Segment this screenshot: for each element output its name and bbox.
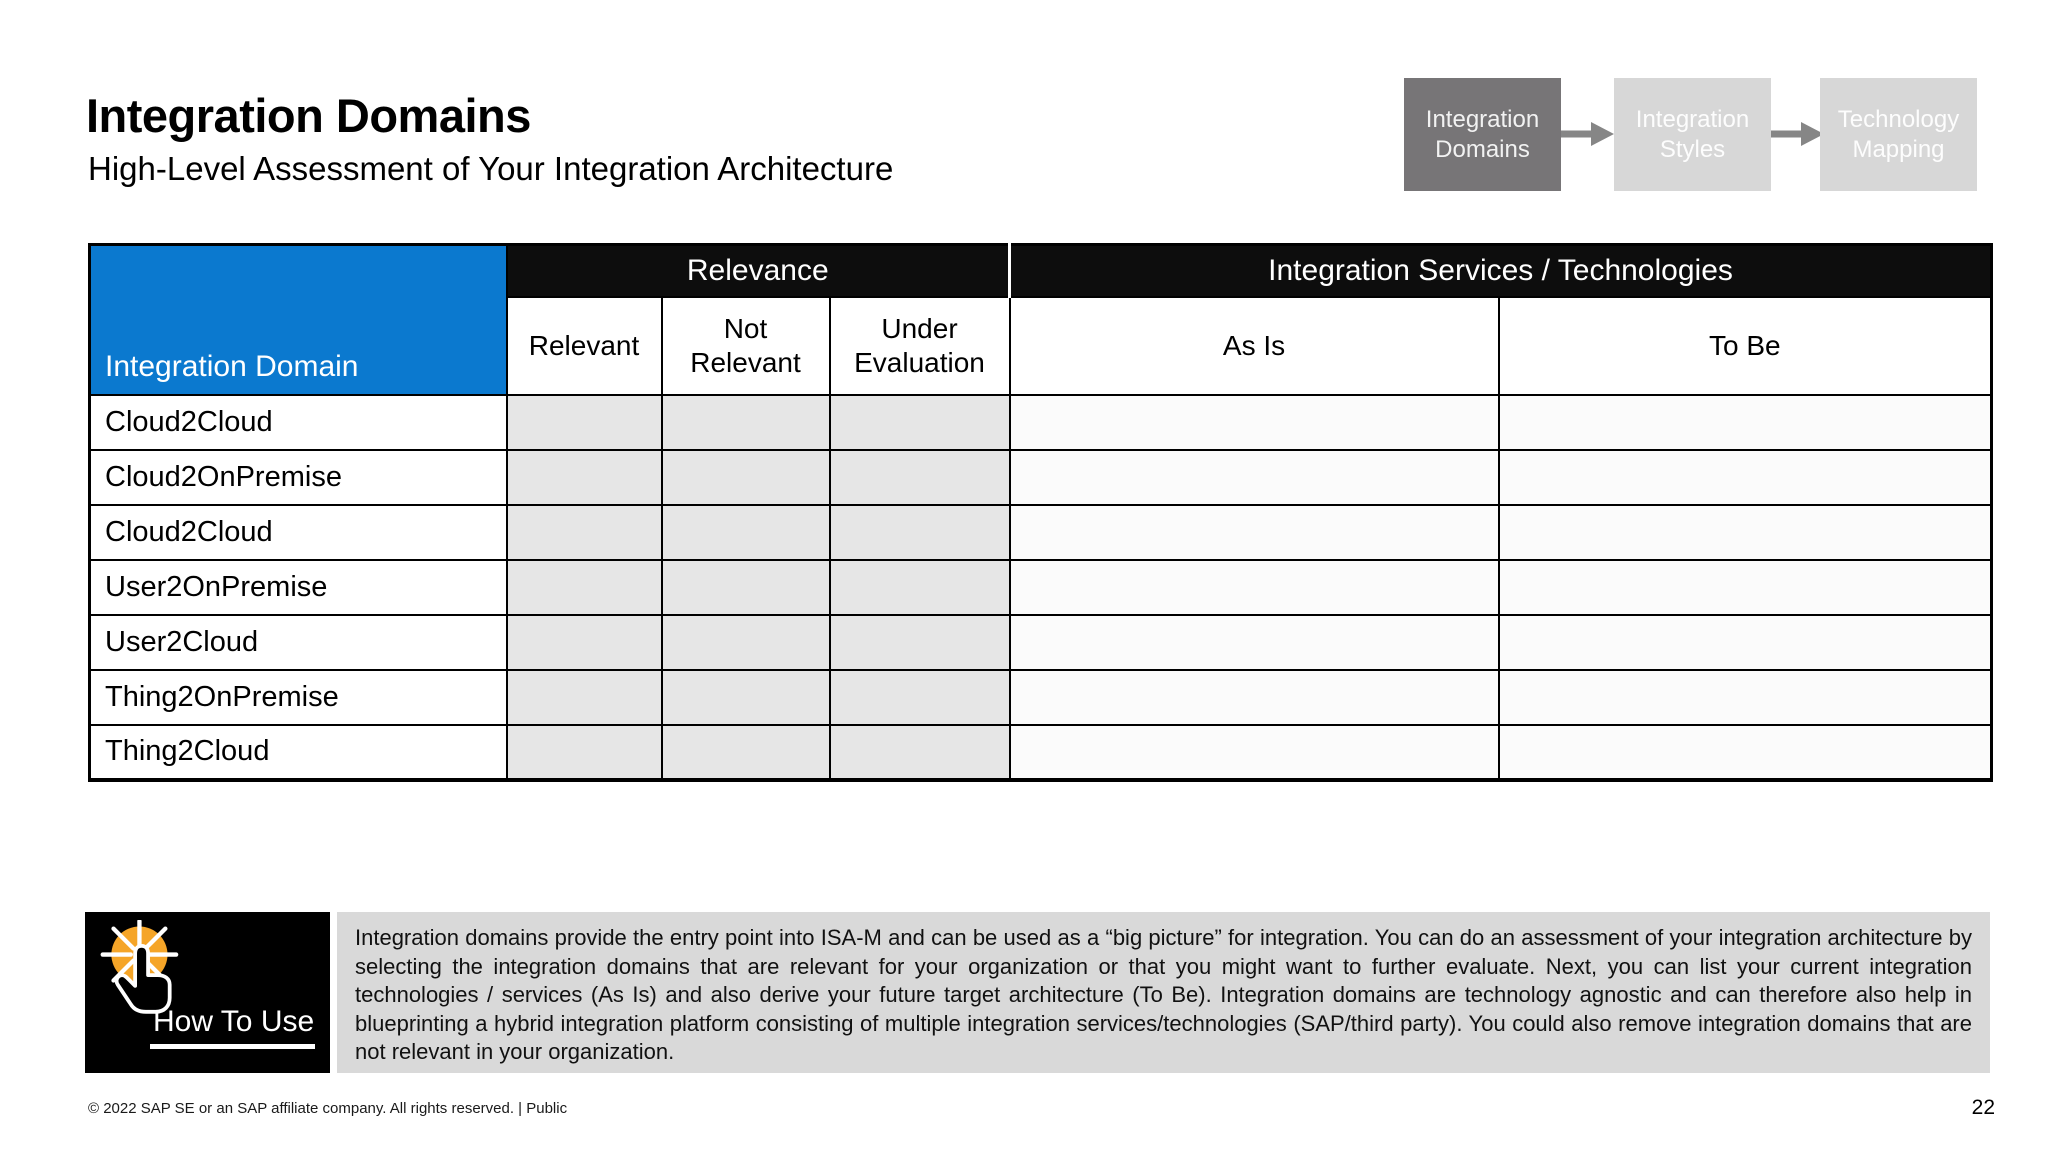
under-evaluation-cell bbox=[828, 558, 1011, 616]
row-label: User2Cloud bbox=[88, 613, 508, 671]
underline-divider bbox=[150, 1044, 315, 1049]
assessment-table: Integration Domain Relevance Integration… bbox=[88, 243, 1994, 782]
integration-domain-header: Integration Domain bbox=[88, 243, 508, 396]
table-row: Thing2OnPremise bbox=[88, 668, 1993, 726]
table-row: Thing2Cloud bbox=[88, 723, 1993, 781]
relevant-cell bbox=[505, 613, 663, 671]
as-is-cell bbox=[1008, 448, 1500, 506]
row-label: Cloud2OnPremise bbox=[88, 448, 508, 506]
to-be-cell bbox=[1497, 668, 1993, 726]
under-evaluation-cell bbox=[828, 723, 1011, 781]
as-is-cell bbox=[1008, 558, 1500, 616]
under-evaluation-cell bbox=[828, 503, 1011, 561]
not-relevant-cell bbox=[660, 448, 831, 506]
page-subtitle: High-Level Assessment of Your Integratio… bbox=[88, 150, 894, 187]
page-title: Integration Domains bbox=[86, 89, 531, 142]
click-hand-icon bbox=[100, 920, 179, 1014]
under-evaluation-cell bbox=[828, 668, 1011, 726]
not-relevant-cell bbox=[660, 503, 831, 561]
not-relevant-cell bbox=[660, 668, 831, 726]
relevant-cell bbox=[505, 393, 663, 451]
relevant-cell bbox=[505, 448, 663, 506]
row-label: Thing2Cloud bbox=[88, 723, 508, 781]
flow-step-label: Technology Mapping bbox=[1837, 105, 1960, 163]
as-is-cell bbox=[1008, 668, 1500, 726]
to-be-cell bbox=[1497, 558, 1993, 616]
as-is-cell bbox=[1008, 503, 1500, 561]
not-relevant-cell bbox=[660, 613, 831, 671]
row-label: User2OnPremise bbox=[88, 558, 508, 616]
description-box: Integration domains provide the entry po… bbox=[337, 912, 1990, 1073]
relevant-cell bbox=[505, 668, 663, 726]
to-be-cell bbox=[1497, 503, 1993, 561]
how-to-use-label: How To Use bbox=[153, 1005, 315, 1038]
to-be-cell bbox=[1497, 448, 1993, 506]
right-arrow-icon bbox=[1771, 122, 1824, 146]
right-arrow-icon bbox=[1561, 122, 1614, 146]
flow-step-integration-styles: Integration Styles bbox=[1614, 78, 1771, 191]
column-header-not-relevant: Not Relevant bbox=[660, 295, 831, 396]
row-label: Cloud2Cloud bbox=[88, 393, 508, 451]
process-flow: Integration Domains Integration Styles T… bbox=[1404, 78, 1977, 191]
as-is-cell bbox=[1008, 393, 1500, 451]
how-to-use-box: How To Use bbox=[85, 912, 330, 1073]
description-text: Integration domains provide the entry po… bbox=[355, 925, 1972, 1064]
not-relevant-cell bbox=[660, 393, 831, 451]
flow-step-technology-mapping: Technology Mapping bbox=[1820, 78, 1977, 191]
table-row: Cloud2OnPremise bbox=[88, 448, 1993, 506]
under-evaluation-cell bbox=[828, 448, 1011, 506]
row-label: Cloud2Cloud bbox=[88, 503, 508, 561]
page-number: 22 bbox=[1971, 1096, 1995, 1119]
table-row: User2Cloud bbox=[88, 613, 1993, 671]
not-relevant-cell bbox=[660, 723, 831, 781]
as-is-cell bbox=[1008, 613, 1500, 671]
column-header-as-is: As Is bbox=[1008, 295, 1500, 396]
to-be-cell bbox=[1497, 613, 1993, 671]
not-relevant-cell bbox=[660, 558, 831, 616]
as-is-cell bbox=[1008, 723, 1500, 781]
under-evaluation-cell bbox=[828, 393, 1011, 451]
relevant-cell bbox=[505, 723, 663, 781]
relevant-cell bbox=[505, 503, 663, 561]
footer-copyright: © 2022 SAP SE or an SAP affiliate compan… bbox=[88, 1100, 568, 1117]
table-row: User2OnPremise bbox=[88, 558, 1993, 616]
column-header-relevant: Relevant bbox=[505, 295, 663, 396]
relevance-group-header: Relevance bbox=[505, 243, 1011, 298]
table-row: Cloud2Cloud bbox=[88, 503, 1993, 561]
under-evaluation-cell bbox=[828, 613, 1011, 671]
flow-step-integration-domains: Integration Domains bbox=[1404, 78, 1561, 191]
table-row: Cloud2Cloud bbox=[88, 393, 1993, 451]
column-header-to-be: To Be bbox=[1497, 295, 1993, 396]
to-be-cell bbox=[1497, 393, 1993, 451]
to-be-cell bbox=[1497, 723, 1993, 781]
row-label: Thing2OnPremise bbox=[88, 668, 508, 726]
flow-step-label: Integration Domains bbox=[1425, 105, 1540, 163]
relevant-cell bbox=[505, 558, 663, 616]
flow-step-label: Integration Styles bbox=[1635, 105, 1750, 163]
column-header-under-evaluation: Under Evaluation bbox=[828, 295, 1011, 396]
services-group-header: Integration Services / Technologies bbox=[1008, 243, 1993, 298]
